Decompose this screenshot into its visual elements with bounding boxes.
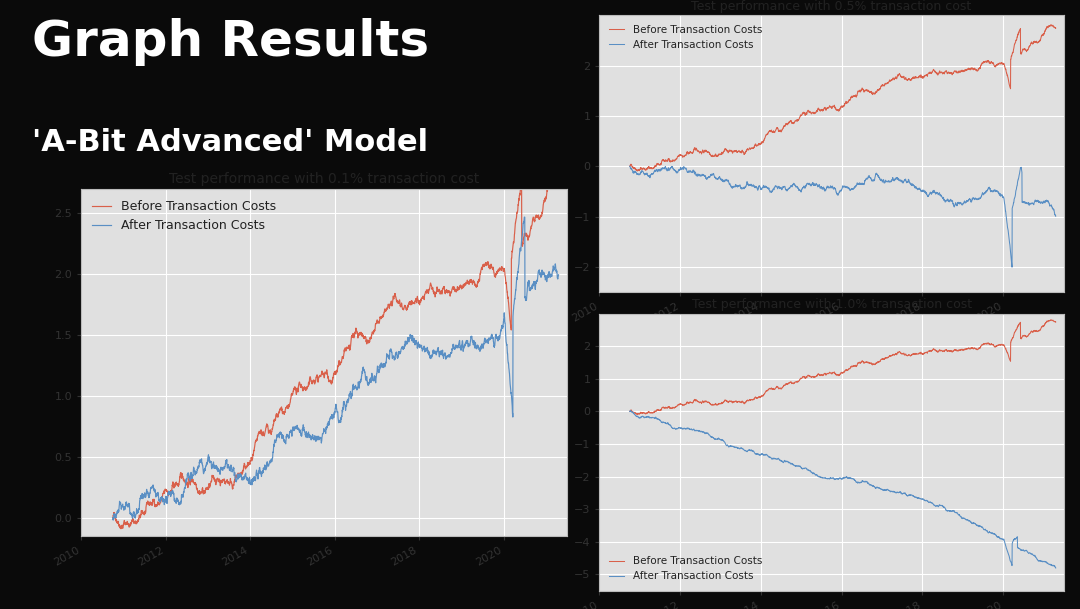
- After Transaction Costs: [272, 431, 285, 438]
- After Transaction Costs: [959, 199, 972, 206]
- Before Transaction Costs: [881, 80, 894, 87]
- Text: 'A-Bit Advanced' Model: 'A-Bit Advanced' Model: [32, 128, 429, 157]
- Before Transaction Costs: [959, 346, 972, 353]
- After Transaction Costs: [106, 514, 119, 521]
- Before Transaction Costs: [272, 409, 285, 417]
- Before Transaction Costs: [631, 167, 644, 175]
- Legend: Before Transaction Costs, After Transaction Costs: Before Transaction Costs, After Transact…: [605, 552, 767, 585]
- Line: Before Transaction Costs: Before Transaction Costs: [630, 25, 1056, 171]
- Before Transaction Costs: [974, 64, 987, 71]
- Line: After Transaction Costs: After Transaction Costs: [630, 411, 1056, 568]
- After Transaction Costs: [1047, 205, 1059, 213]
- After Transaction Costs: [458, 345, 471, 352]
- After Transaction Costs: [1047, 561, 1059, 569]
- Before Transaction Costs: [631, 410, 644, 418]
- Before Transaction Costs: [550, 175, 563, 182]
- After Transaction Costs: [1050, 565, 1063, 572]
- Line: After Transaction Costs: After Transaction Costs: [112, 217, 558, 520]
- After Transaction Costs: [552, 271, 565, 278]
- Before Transaction Costs: [1044, 316, 1057, 323]
- Before Transaction Costs: [974, 343, 987, 351]
- Before Transaction Costs: [1044, 21, 1057, 29]
- Before Transaction Costs: [782, 379, 795, 387]
- Before Transaction Costs: [1047, 23, 1059, 30]
- Before Transaction Costs: [959, 67, 972, 74]
- Before Transaction Costs: [1050, 24, 1063, 32]
- Before Transaction Costs: [881, 354, 894, 362]
- After Transaction Costs: [881, 486, 894, 493]
- Before Transaction Costs: [782, 119, 795, 127]
- Legend: Before Transaction Costs, After Transaction Costs: Before Transaction Costs, After Transact…: [87, 195, 281, 238]
- Before Transaction Costs: [458, 283, 471, 290]
- Before Transaction Costs: [308, 377, 321, 384]
- Before Transaction Costs: [623, 163, 636, 170]
- After Transaction Costs: [974, 194, 987, 202]
- Line: Before Transaction Costs: Before Transaction Costs: [630, 320, 1056, 414]
- Before Transaction Costs: [376, 314, 389, 321]
- Line: After Transaction Costs: After Transaction Costs: [630, 166, 1056, 267]
- Before Transaction Costs: [623, 408, 636, 415]
- Before Transaction Costs: [552, 180, 565, 187]
- After Transaction Costs: [782, 459, 795, 466]
- Line: Before Transaction Costs: Before Transaction Costs: [112, 175, 558, 529]
- Title: Test performance with 1.0% transaction cost: Test performance with 1.0% transaction c…: [691, 298, 972, 311]
- After Transaction Costs: [815, 184, 828, 191]
- Before Transaction Costs: [815, 371, 828, 378]
- After Transaction Costs: [623, 408, 636, 415]
- Text: Graph Results: Graph Results: [32, 18, 430, 66]
- Before Transaction Costs: [546, 172, 559, 179]
- Before Transaction Costs: [1047, 317, 1059, 324]
- After Transaction Costs: [1005, 264, 1018, 271]
- Before Transaction Costs: [106, 514, 119, 521]
- After Transaction Costs: [815, 474, 828, 481]
- After Transaction Costs: [782, 186, 795, 193]
- Before Transaction Costs: [815, 106, 828, 113]
- After Transaction Costs: [1050, 213, 1063, 220]
- After Transaction Costs: [550, 266, 563, 273]
- After Transaction Costs: [623, 163, 636, 170]
- After Transaction Costs: [376, 362, 389, 369]
- Legend: Before Transaction Costs, After Transaction Costs: Before Transaction Costs, After Transact…: [605, 21, 767, 54]
- After Transaction Costs: [308, 435, 321, 442]
- After Transaction Costs: [881, 178, 894, 185]
- After Transaction Costs: [959, 515, 972, 523]
- After Transaction Costs: [624, 407, 637, 415]
- After Transaction Costs: [107, 516, 120, 524]
- Title: Test performance with 0.5% transaction cost: Test performance with 0.5% transaction c…: [691, 0, 972, 13]
- After Transaction Costs: [974, 523, 987, 530]
- Before Transaction Costs: [473, 275, 486, 282]
- After Transaction Costs: [473, 348, 486, 355]
- Title: Test performance with 0.1% transaction cost: Test performance with 0.1% transaction c…: [168, 172, 480, 186]
- Before Transaction Costs: [1050, 319, 1063, 326]
- After Transaction Costs: [518, 213, 531, 220]
- Before Transaction Costs: [114, 525, 127, 532]
